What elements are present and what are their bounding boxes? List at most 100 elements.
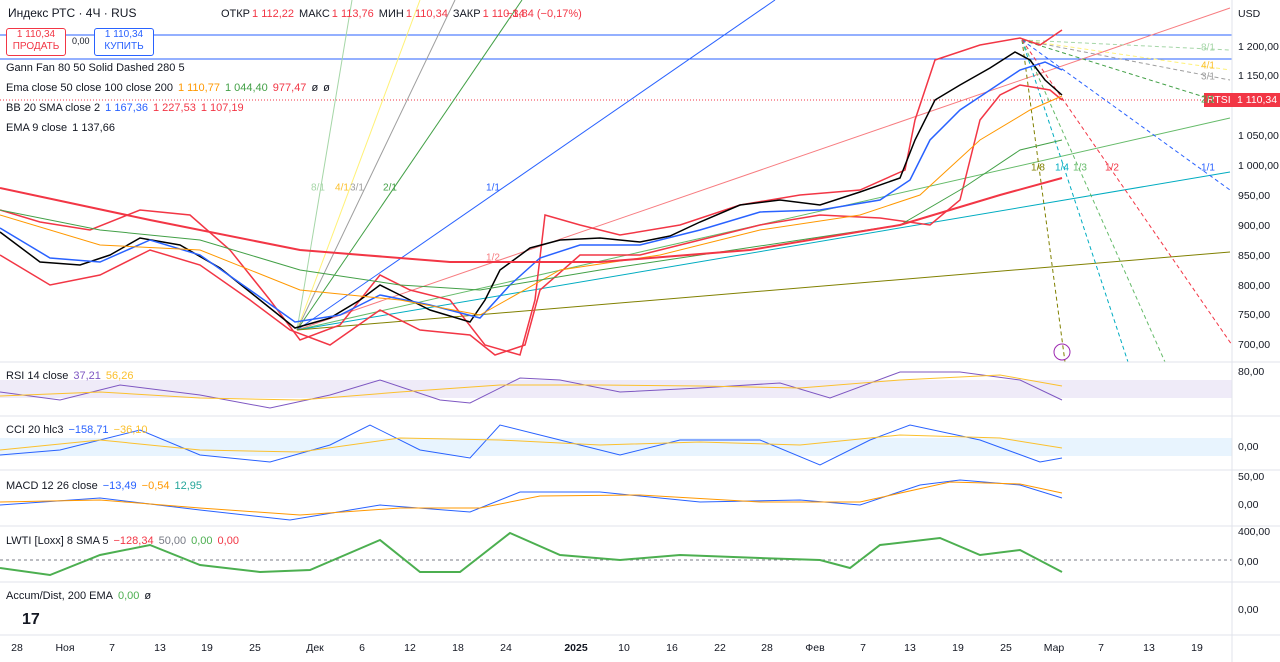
buy-price: 1 110,34 <box>104 29 144 40</box>
gann-label: 3/1 <box>350 183 364 194</box>
time-axis-label: 2025 <box>564 642 588 654</box>
gann-label: 1/8 <box>1031 163 1045 174</box>
indicator-value: 1 167,36 <box>105 102 148 114</box>
indicator-legend[interactable]: EMA 9 close 1 137,66 <box>6 122 115 134</box>
indicator-name: Gann Fan 80 50 Solid Dashed 280 5 <box>6 62 185 74</box>
buy-button[interactable]: 1 110,34 КУПИТЬ <box>94 28 154 56</box>
time-axis-label: 13 <box>904 642 916 654</box>
time-axis-label: 25 <box>1000 642 1012 654</box>
pane-legend[interactable]: CCI 20 hlc3 −158,71 −36,10 <box>6 424 148 436</box>
ohlc-value: 1 113,76 <box>331 8 374 20</box>
pane-axis-label: 0,00 <box>1238 556 1259 568</box>
time-axis-label: 10 <box>618 642 630 654</box>
labels: Индекс РТС · 4Ч · RUS −1,84 (−0,17%) USD… <box>8 6 1280 654</box>
indicator-legend[interactable]: Gann Fan 80 50 Solid Dashed 280 5 <box>6 62 185 74</box>
price-axis-label: 850,00 <box>1238 250 1270 262</box>
time-axis-label: 28 <box>11 642 23 654</box>
pane-value: −13,49 <box>102 480 137 492</box>
price-axis-label: 700,00 <box>1238 339 1270 351</box>
ohlc-value: 1 112,22 <box>252 8 295 20</box>
pane-value: −0,54 <box>141 480 170 492</box>
time-axis-label: 19 <box>1191 642 1203 654</box>
time-axis-label: Ноя <box>55 642 74 654</box>
pane-legend[interactable]: MACD 12 26 close −13,49 −0,54 12,95 <box>6 480 202 492</box>
price-axis-label: 900,00 <box>1238 220 1270 232</box>
gann-label: 2/1 <box>1201 95 1215 106</box>
gann-label: 4/1 <box>335 183 349 194</box>
indicator-name: Ema close 50 close 100 close 200 <box>6 82 173 94</box>
spread: 0,00 <box>72 36 90 46</box>
time-axis-label: 13 <box>154 642 166 654</box>
currency: USD <box>1238 8 1261 20</box>
ohlc-label: ОТКР <box>221 8 251 20</box>
time-axis-label: 7 <box>860 642 866 654</box>
pane-axis-label: 0,00 <box>1238 499 1259 511</box>
pane-value: 0,00 <box>217 535 239 547</box>
svg-text:17: 17 <box>22 611 40 628</box>
indicator-value: 977,47 <box>272 82 307 94</box>
pane-axis-label: 400,00 <box>1238 526 1270 538</box>
last-price: 1 110,34 <box>1237 94 1277 106</box>
indicator-name: EMA 9 close <box>6 122 68 134</box>
pane-value: 37,21 <box>73 370 101 382</box>
pane-name: LWTI [Loxx] 8 SMA 5 <box>6 535 109 547</box>
pane-value: 12,95 <box>174 480 203 492</box>
price-axis-label: 1 200,00 <box>1238 41 1279 53</box>
pane-name: RSI 14 close <box>6 370 69 382</box>
time-axis-label: 19 <box>201 642 213 654</box>
pane-legend[interactable]: LWTI [Loxx] 8 SMA 5 −128,34 50,00 0,00 0,00 <box>6 535 239 547</box>
pane-legend[interactable]: RSI 14 close 37,21 56,26 <box>6 370 133 382</box>
pane-name: Accum/Dist, 200 EMA <box>6 590 113 602</box>
indicator-value: 1 227,53 <box>153 102 196 114</box>
pane-legend[interactable]: Accum/Dist, 200 EMA 0,00 ø <box>6 590 151 602</box>
price-drawings <box>0 0 1233 363</box>
time-axis-label: 7 <box>109 642 115 654</box>
gann-label: 2/1 <box>383 183 397 194</box>
indicator-legend[interactable]: BB 20 SMA close 2 1 167,36 1 227,53 1 107,1… <box>6 102 244 114</box>
time-axis-label: 7 <box>1098 642 1104 654</box>
time-axis-label: 25 <box>249 642 261 654</box>
time-axis-label: 19 <box>952 642 964 654</box>
price-axis-label: 1 000,00 <box>1238 160 1279 172</box>
pane-value: 0,00 <box>191 535 213 547</box>
sell-label: ПРОДАТЬ <box>12 41 60 52</box>
symbol: Индекс РТС · 4Ч · RUS <box>8 6 136 20</box>
time-axis-label: Фев <box>805 642 825 654</box>
indicator-value: 1 044,40 <box>224 82 268 94</box>
pane-value: 0,00 <box>117 590 140 602</box>
indicator-name: BB 20 SMA close 2 <box>6 102 101 114</box>
gann-label: 1/1 <box>1201 163 1215 174</box>
ohlc: ОТКР 1 112,22 МАКС 1 113,76 МИН 1 110,34 ЗАКР 1… <box>216 8 525 20</box>
price-axis-label: 1 150,00 <box>1238 70 1279 82</box>
gann-label: 4/1 <box>1201 61 1215 72</box>
time-axis-label: 13 <box>1143 642 1155 654</box>
axis-symbol: RTSI <box>1207 94 1231 106</box>
pane-axis-label: 50,00 <box>1238 471 1264 483</box>
buy-label: КУПИТЬ <box>104 41 144 52</box>
ohlc-label: МАКС <box>299 8 330 20</box>
gann-label: 1/1 <box>486 183 500 194</box>
pane-name: CCI 20 hlc3 <box>6 424 64 436</box>
price-axis-label: 950,00 <box>1238 190 1270 202</box>
indicator-value: 1 110,77 <box>177 82 220 94</box>
sell-price: 1 110,34 <box>16 29 56 40</box>
indicator-legend[interactable]: Ema close 50 close 100 close 200 1 110,77… <box>6 82 330 94</box>
pane-axis-label: 80,00 <box>1238 366 1264 378</box>
pane-axis-label: 0,00 <box>1238 604 1259 616</box>
gann-label: 1/4 <box>1055 163 1069 174</box>
pane-name: MACD 12 26 close <box>6 480 98 492</box>
price-axis-label: 1 050,00 <box>1238 130 1279 142</box>
ohlc-value: 1 110,34 <box>482 8 525 20</box>
price-axis-label: 750,00 <box>1238 309 1270 321</box>
indicator-value: ø <box>323 82 330 94</box>
ohlc-value: 1 110,34 <box>405 8 448 20</box>
gann-label: 1/3 <box>1073 163 1087 174</box>
price-axis-label: 800,00 <box>1238 280 1270 292</box>
gann-label: 3/1 <box>1201 72 1215 83</box>
indicator-value: 1 137,66 <box>72 122 115 134</box>
time-axis-label: 16 <box>666 642 678 654</box>
sell-button[interactable]: 1 110,34 ПРОДАТЬ <box>6 28 66 56</box>
gann-label: 1/2 <box>486 253 500 264</box>
